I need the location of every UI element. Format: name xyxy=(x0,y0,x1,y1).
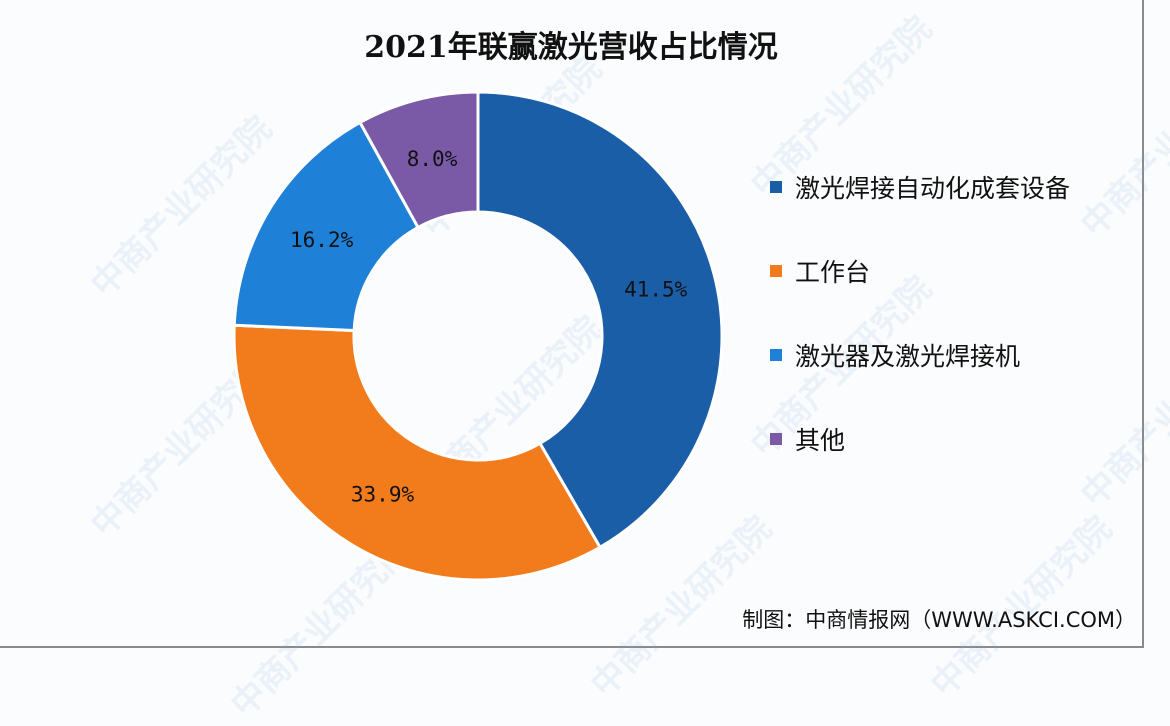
data-label: 41.5% xyxy=(624,277,688,301)
chart-title: 2021年联赢激光营收占比情况 xyxy=(364,30,778,65)
legend-swatch xyxy=(770,265,782,277)
donut-slice xyxy=(357,90,480,230)
legend-label: 激光器及激光焊接机 xyxy=(795,342,1021,371)
legend-item: 工作台 xyxy=(770,256,1070,287)
legend-item: 其他 xyxy=(770,424,1070,455)
donut-slice xyxy=(476,90,724,550)
source-note: 制图：中商情报网（WWW.ASKCI.COM） xyxy=(742,608,1136,632)
legend-label: 激光焊接自动化成套设备 xyxy=(795,174,1071,203)
data-label: 8.0% xyxy=(407,147,458,171)
legend-swatch xyxy=(770,349,782,361)
data-label: 33.9% xyxy=(351,482,415,506)
data-label: 16.2% xyxy=(290,228,354,252)
donut-slice xyxy=(232,120,421,333)
donut-chart: 41.5% 33.9% 16.2% 8.0% xyxy=(232,90,724,582)
legend-swatch xyxy=(770,181,782,193)
legend-label: 其他 xyxy=(795,426,846,455)
legend: 激光焊接自动化成套设备 工作台 激光器及激光焊接机 其他 xyxy=(770,172,1070,508)
chart-frame xyxy=(0,0,1144,648)
legend-item: 激光器及激光焊接机 xyxy=(770,340,1070,371)
legend-label: 工作台 xyxy=(795,258,871,287)
donut-slice xyxy=(232,323,603,582)
legend-item: 激光焊接自动化成套设备 xyxy=(770,172,1071,203)
legend-swatch xyxy=(770,433,782,445)
